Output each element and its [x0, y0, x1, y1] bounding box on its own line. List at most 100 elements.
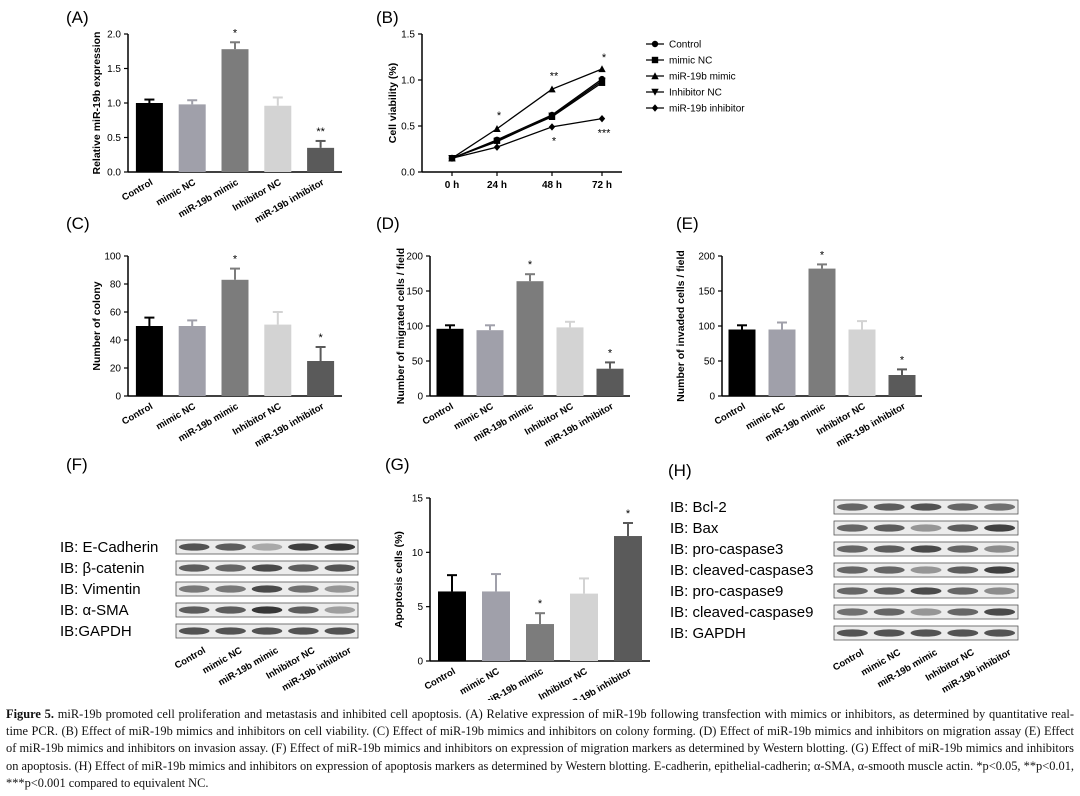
bar-3 — [221, 279, 249, 396]
blot-band — [836, 608, 868, 616]
point — [651, 72, 659, 80]
blot-band — [984, 587, 1016, 595]
lane-label: miR-19b inhibitor — [940, 647, 1013, 696]
legend-label: Inhibitor NC — [669, 88, 722, 99]
blot-band — [910, 545, 942, 553]
blot-band — [324, 606, 356, 614]
blot-band — [873, 587, 905, 595]
blot-band — [178, 543, 210, 551]
y-tick-label: 1.0 — [107, 99, 121, 110]
bar-3 — [526, 624, 554, 661]
bar-5 — [888, 375, 916, 396]
y-axis-label: Relative miR-19b expression — [91, 32, 103, 175]
bar-1 — [436, 328, 464, 396]
significance-marker: * — [900, 354, 905, 366]
blot-band — [947, 566, 979, 574]
blot-band — [836, 545, 868, 553]
y-tick-label: 2.0 — [107, 30, 121, 41]
blot-band — [873, 566, 905, 574]
y-axis-label: Cell viability (%) — [387, 63, 399, 144]
blot-band — [178, 585, 210, 593]
point — [548, 112, 556, 120]
x-tick-label: Control — [120, 177, 155, 203]
blot-label: IB: Bcl-2 — [670, 499, 727, 516]
y-tick-label: 0.0 — [107, 168, 121, 179]
bar-4 — [264, 324, 292, 396]
y-tick-label: 100 — [698, 322, 715, 333]
blot-band — [910, 566, 942, 574]
blot-band — [215, 585, 246, 593]
panel-label-a: (A) — [66, 8, 89, 27]
y-tick-label: 0.0 — [401, 168, 415, 179]
point — [548, 123, 556, 131]
y-tick-label: 100 — [406, 322, 423, 333]
y-tick-label: 50 — [704, 357, 716, 368]
significance-marker: * — [497, 110, 502, 122]
bar-3 — [221, 49, 249, 172]
series-line-1 — [451, 78, 603, 159]
blot-band — [910, 503, 942, 511]
bar-4 — [264, 105, 292, 172]
blot-label: IB: β-catenin — [60, 560, 145, 577]
blot-band — [873, 524, 905, 532]
significance-marker: *** — [598, 127, 612, 139]
blot-band — [910, 608, 942, 616]
significance-marker: * — [626, 508, 631, 520]
y-tick-label: 20 — [110, 364, 122, 375]
bar-3 — [516, 281, 544, 396]
blot-band — [288, 543, 319, 551]
blot-label: IB: E-Cadherin — [60, 539, 158, 556]
point — [651, 56, 659, 64]
blot-band — [324, 564, 356, 572]
x-tick-label: Control — [423, 666, 458, 692]
panel-label-e: (E) — [676, 214, 699, 233]
bar-1 — [135, 326, 163, 396]
y-tick-label: 1.0 — [401, 76, 415, 87]
figure-caption: Figure 5. miR-19b promoted cell prolifer… — [6, 706, 1074, 792]
y-tick-label: 50 — [412, 357, 424, 368]
blot-band — [836, 524, 868, 532]
blot-label: IB: cleaved-caspase3 — [670, 562, 813, 579]
y-tick-label: 60 — [110, 308, 122, 319]
x-tick-label: Control — [120, 401, 155, 427]
y-tick-label: 200 — [698, 252, 715, 263]
significance-marker: * — [608, 347, 613, 359]
bar-5 — [307, 361, 335, 396]
significance-marker: * — [552, 136, 557, 148]
blot-label: IB: pro-caspase3 — [670, 541, 783, 558]
blot-band — [910, 629, 942, 637]
blot-band — [984, 503, 1016, 511]
blot-band — [947, 524, 979, 532]
bar-2 — [178, 326, 206, 396]
blot-label: IB: GAPDH — [670, 625, 746, 642]
significance-marker: * — [233, 254, 238, 266]
caption-text: miR-19b promoted cell proliferation and … — [6, 707, 1074, 790]
significance-marker: * — [602, 52, 607, 64]
blot-band — [836, 629, 868, 637]
significance-marker: * — [538, 598, 543, 610]
blot-band — [324, 585, 356, 593]
series-line-4 — [451, 80, 603, 159]
blot-band — [984, 629, 1016, 637]
bar-2 — [178, 104, 206, 172]
legend-label: mimic NC — [669, 56, 712, 67]
panel-label-d: (D) — [376, 214, 400, 233]
blot-band — [873, 629, 905, 637]
panel-label-c: (C) — [66, 214, 90, 233]
bar-1 — [728, 329, 756, 396]
blot-band — [178, 564, 210, 572]
blot-band — [873, 503, 905, 511]
blot-band — [251, 564, 283, 572]
y-tick-label: 0 — [709, 392, 715, 403]
blot-h: IB: Bcl-2 IB: Bax IB: pro-caspase3 IB: clea… — [670, 499, 1019, 696]
blot-band — [178, 606, 210, 614]
x-tick-label: 24 h — [487, 180, 507, 191]
y-tick-label: 40 — [110, 336, 122, 347]
bar-4 — [556, 327, 584, 396]
x-tick-label: miR-19b inhibitor — [834, 401, 907, 450]
point — [548, 85, 556, 93]
panel-label-h: (H) — [668, 461, 692, 480]
bar-2 — [476, 330, 504, 396]
blot-band — [947, 503, 979, 511]
